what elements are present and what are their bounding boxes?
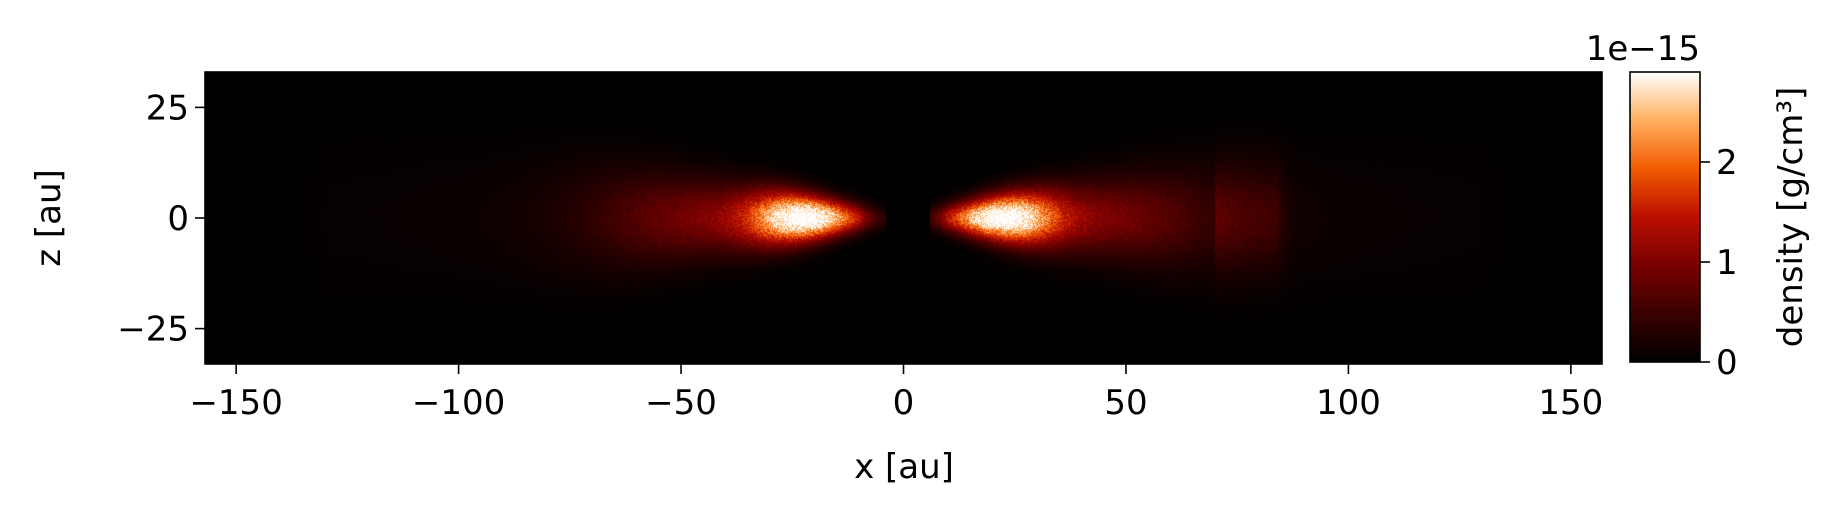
colorbar: 0 1 2 1e−15 density [g/cm³] [1586,29,1811,383]
density-map [205,72,1602,364]
x-tick-label: −150 [189,383,282,423]
y-axis-label: z [au] [29,169,69,267]
y-tick-label: 0 [167,199,189,239]
colorbar-gradient [1630,72,1700,362]
colorbar-ticks: 0 1 2 [1700,143,1738,383]
x-axis-ticks: −150 −100 −50 0 50 100 150 [189,364,1603,423]
x-tick-label: 150 [1538,383,1603,423]
y-tick-label: 25 [146,88,189,128]
x-tick-label: 100 [1316,383,1381,423]
colorbar-frame [1629,71,1701,363]
x-axis-label: x [au] [854,447,954,487]
plot-area: −150 −100 −50 0 50 100 150 −25 0 25 x [au] z [au… [29,71,1603,487]
x-tick-label: 50 [1104,383,1147,423]
x-tick-label: 0 [893,383,915,423]
colorbar-tick-label: 1 [1716,243,1738,283]
colorbar-offset-text: 1e−15 [1586,29,1700,69]
x-tick-label: −50 [645,383,717,423]
x-tick-label: −100 [412,383,505,423]
colorbar-tick-label: 2 [1716,143,1738,183]
y-tick-label: −25 [117,310,189,350]
y-axis-ticks: −25 0 25 [117,88,205,350]
colorbar-label: density [g/cm³] [1771,87,1811,347]
colorbar-tick-label: 0 [1716,343,1738,383]
